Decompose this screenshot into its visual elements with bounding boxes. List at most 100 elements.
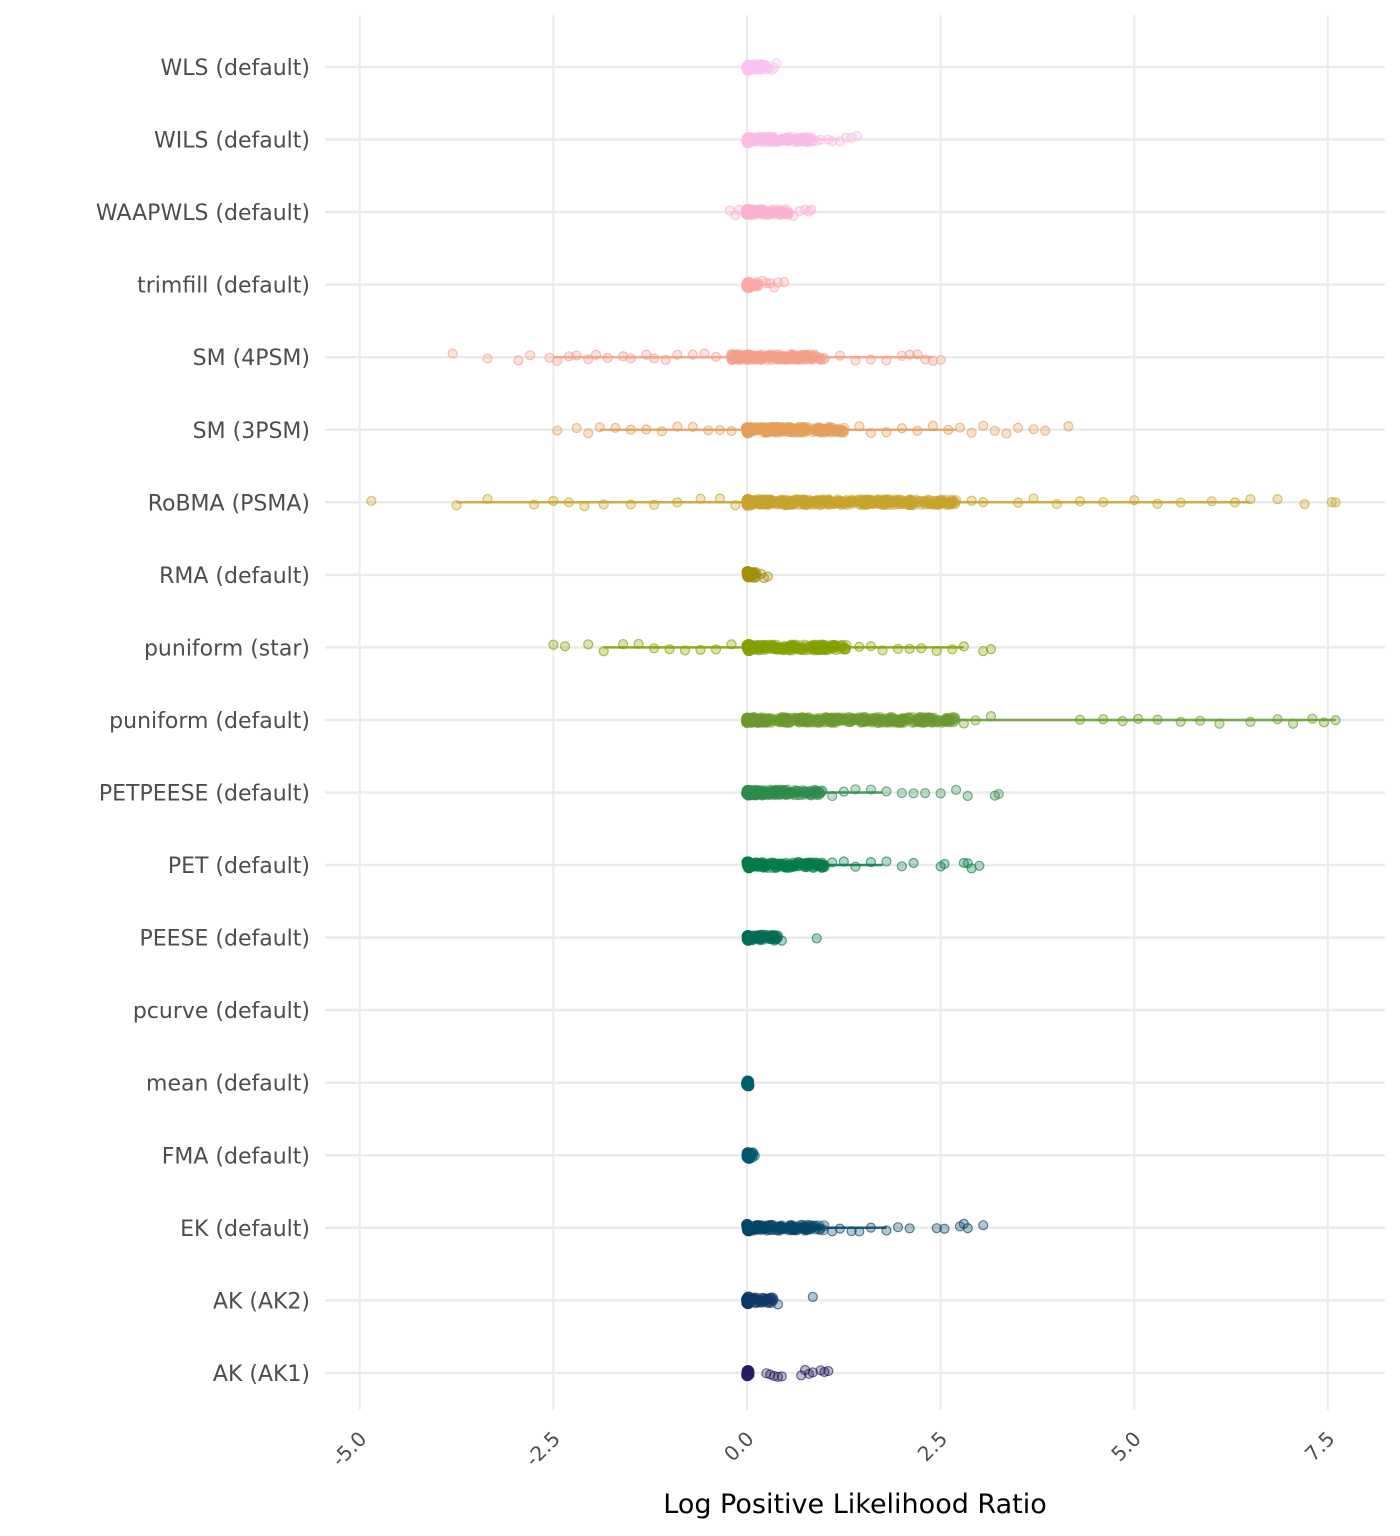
data-point bbox=[865, 641, 877, 652]
data-point bbox=[951, 784, 962, 795]
data-point bbox=[1245, 716, 1256, 727]
data-point bbox=[598, 646, 609, 657]
data-point bbox=[1206, 496, 1217, 507]
data-point bbox=[978, 1220, 989, 1231]
x-tick-label: 5.0 bbox=[1106, 1427, 1145, 1466]
data-point bbox=[741, 640, 754, 653]
data-point bbox=[908, 788, 919, 799]
data-point bbox=[993, 788, 1004, 800]
data-point bbox=[799, 712, 811, 724]
y-category-label: pcurve (default) bbox=[133, 999, 310, 1024]
data-point bbox=[794, 426, 806, 438]
data-point bbox=[924, 498, 936, 510]
data-point bbox=[703, 425, 714, 436]
data-point bbox=[710, 351, 722, 362]
data-point bbox=[896, 861, 908, 872]
x-axis-title: Log Positive Likelihood Ratio bbox=[663, 1489, 1047, 1520]
data-point bbox=[563, 351, 574, 362]
series-group bbox=[741, 130, 863, 149]
data-point bbox=[769, 62, 780, 73]
data-point bbox=[726, 425, 737, 437]
data-point bbox=[714, 493, 725, 504]
data-point bbox=[1330, 715, 1341, 726]
data-point bbox=[939, 1223, 950, 1234]
series-group bbox=[447, 348, 946, 367]
y-category-label: puniform (star) bbox=[144, 636, 310, 661]
data-point bbox=[756, 929, 768, 941]
x-tick-label: -2.5 bbox=[520, 1427, 565, 1472]
data-point bbox=[1040, 425, 1051, 436]
series-group bbox=[741, 784, 1004, 802]
y-category-label: FMA (default) bbox=[162, 1144, 310, 1169]
data-point bbox=[776, 1371, 787, 1382]
data-point bbox=[850, 784, 861, 795]
data-point bbox=[525, 350, 536, 361]
data-point bbox=[1175, 716, 1186, 727]
data-point bbox=[846, 1226, 857, 1237]
data-point bbox=[633, 638, 644, 650]
data-point bbox=[834, 350, 846, 361]
data-point bbox=[771, 58, 782, 69]
data-point bbox=[625, 353, 636, 364]
y-axis-labels: WLS (default) WILS (default) WAAPWLS (defa… bbox=[96, 56, 310, 1387]
data-point bbox=[742, 788, 755, 801]
data-point bbox=[854, 641, 865, 652]
data-point bbox=[1051, 498, 1062, 510]
data-point bbox=[766, 1223, 778, 1235]
data-point bbox=[625, 499, 636, 510]
y-category-label: EK (default) bbox=[180, 1217, 310, 1242]
data-point bbox=[1245, 494, 1256, 505]
data-point bbox=[1133, 713, 1144, 724]
data-point bbox=[883, 714, 895, 726]
data-point bbox=[877, 645, 888, 656]
data-point bbox=[943, 424, 954, 435]
data-point bbox=[841, 132, 852, 143]
data-point bbox=[742, 1223, 755, 1236]
series-group bbox=[724, 203, 817, 221]
data-point bbox=[513, 355, 524, 366]
data-point bbox=[1063, 421, 1074, 432]
data-point bbox=[583, 639, 594, 650]
data-point bbox=[867, 712, 879, 724]
data-point bbox=[1028, 424, 1039, 435]
data-point bbox=[763, 131, 775, 143]
data-point bbox=[838, 856, 849, 867]
data-point bbox=[912, 349, 923, 360]
data-point bbox=[958, 641, 969, 652]
data-point bbox=[978, 420, 989, 431]
y-category-label: PETPEESE (default) bbox=[99, 782, 310, 807]
data-point bbox=[865, 427, 877, 439]
data-point bbox=[1272, 714, 1283, 725]
series-group bbox=[741, 929, 822, 946]
data-point bbox=[1129, 495, 1140, 506]
data-point bbox=[726, 350, 738, 362]
data-point bbox=[743, 349, 755, 361]
data-point bbox=[1214, 718, 1225, 729]
data-point bbox=[714, 424, 725, 436]
y-category-label: AK (AK1) bbox=[213, 1362, 310, 1387]
data-point bbox=[833, 497, 845, 509]
data-point bbox=[854, 1226, 865, 1237]
data-point bbox=[896, 350, 908, 361]
data-point bbox=[881, 1225, 892, 1236]
data-point bbox=[1028, 493, 1039, 504]
data-point bbox=[583, 354, 594, 365]
data-point bbox=[898, 496, 910, 508]
data-point bbox=[958, 718, 969, 729]
data-point bbox=[1012, 497, 1024, 508]
data-point bbox=[1326, 497, 1337, 508]
data-point bbox=[807, 1291, 818, 1303]
data-point bbox=[772, 496, 784, 508]
data-point bbox=[806, 351, 818, 363]
data-point bbox=[927, 498, 939, 510]
data-point bbox=[813, 787, 825, 799]
data-point bbox=[786, 1224, 798, 1236]
data-point bbox=[850, 355, 861, 366]
data-point bbox=[857, 498, 869, 510]
data-point bbox=[742, 133, 755, 146]
data-point bbox=[814, 639, 826, 651]
data-point bbox=[817, 639, 829, 651]
data-point bbox=[869, 714, 881, 726]
data-point bbox=[726, 639, 737, 650]
data-point bbox=[954, 422, 966, 433]
